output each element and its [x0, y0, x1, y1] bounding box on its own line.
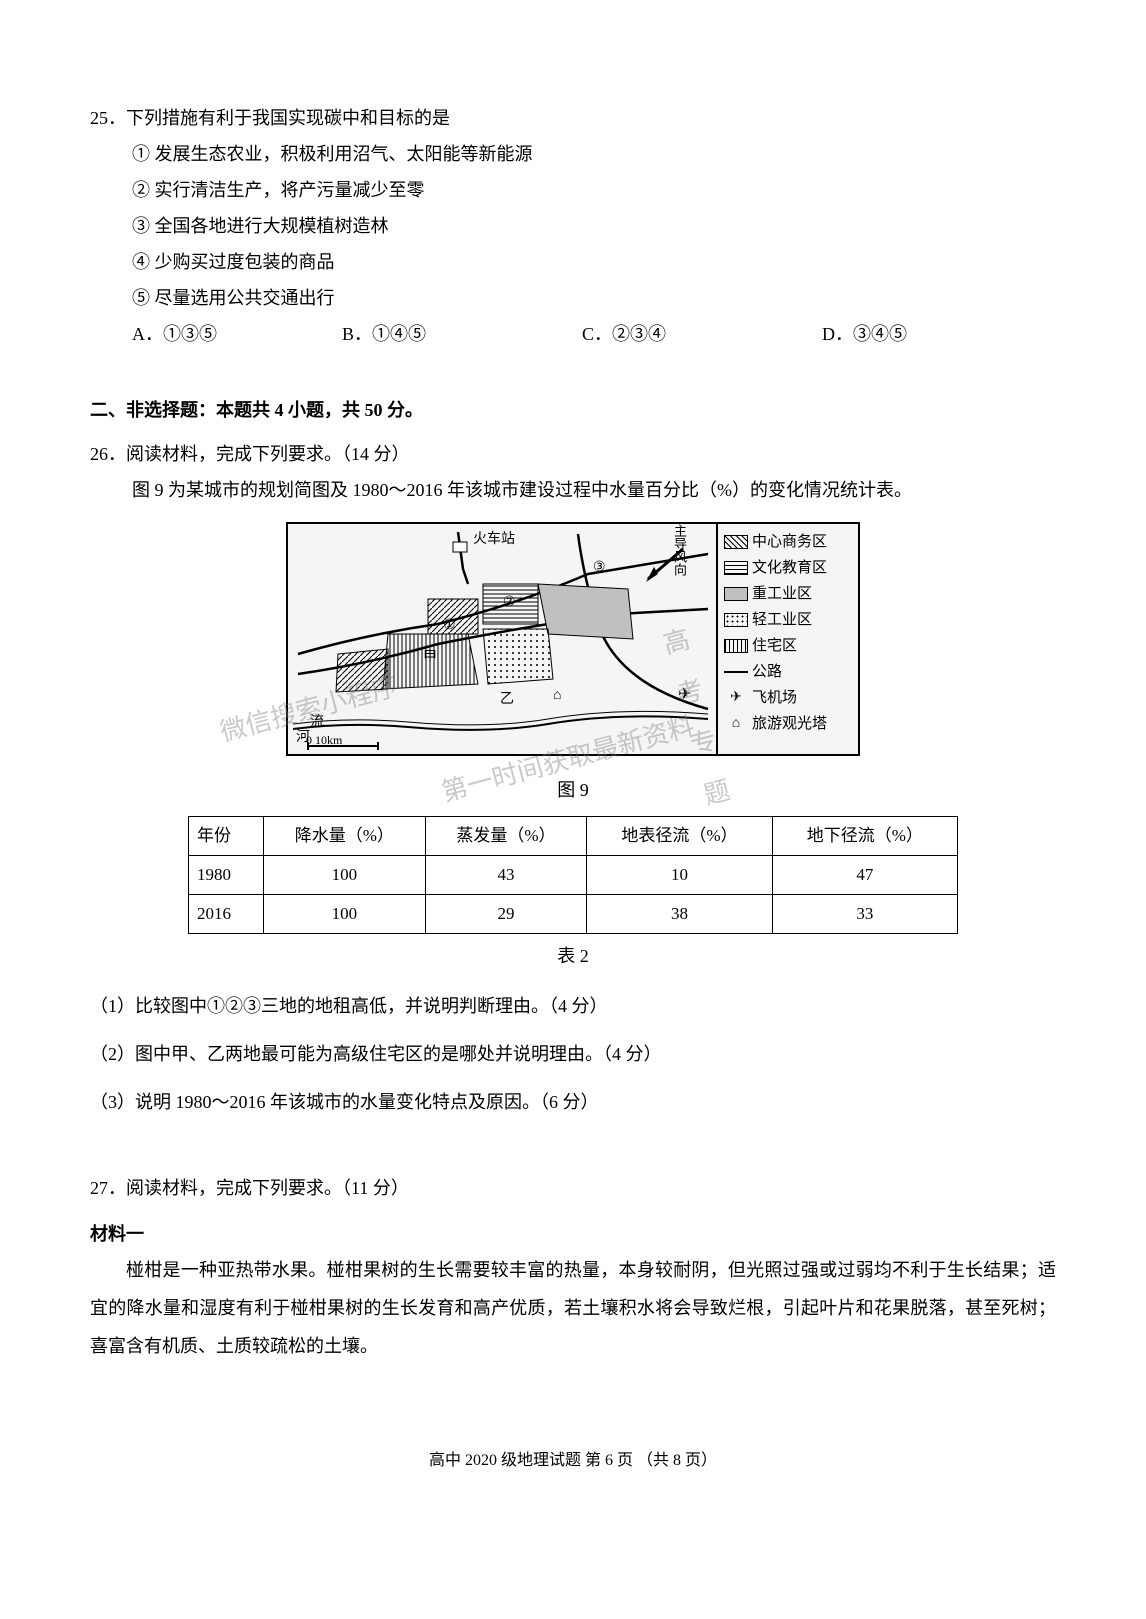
- cell-2016-surface: 38: [587, 895, 772, 934]
- swatch-horiz-icon: [724, 561, 748, 575]
- legend-heavy: 重工业区: [724, 582, 852, 606]
- figure-9-container: ✈ ⌂: [90, 522, 1056, 766]
- question-25: 25．下列措施有利于我国实现碳中和目标的是 ① 发展生态农业，积极利用沼气、太阳…: [90, 100, 1056, 352]
- map-svg: ✈ ⌂: [288, 524, 718, 754]
- q25-option-a: A．①③⑤: [132, 316, 342, 352]
- q27-body: 椪柑是一种亚热带水果。椪柑果树的生长需要较丰富的热量，本身较耐阴，但光照过强或过…: [90, 1252, 1056, 1365]
- swatch-gray-icon: [724, 587, 748, 601]
- map-area: ✈ ⌂: [288, 524, 718, 754]
- q25-item-3: ③ 全国各地进行大规模植树造林: [132, 208, 1056, 244]
- cell-1980-precip: 100: [264, 856, 426, 895]
- q27-stem: 27．阅读材料，完成下列要求。（11 分）: [90, 1170, 1056, 1206]
- q26-sub-2: （2）图中甲、乙两地最可能为高级住宅区的是哪处并说明理由。（4 分）: [90, 1036, 1056, 1072]
- svg-text:⌂: ⌂: [553, 688, 561, 703]
- q27-material-heading: 材料一: [90, 1216, 1056, 1252]
- cell-2016-year: 2016: [189, 895, 264, 934]
- legend-heavy-label: 重工业区: [752, 582, 812, 606]
- section-2-heading: 二、非选择题：本题共 4 小题，共 50 分。: [90, 392, 1056, 428]
- map-label-station: 火车站: [473, 526, 515, 554]
- cell-1980-year: 1980: [189, 856, 264, 895]
- q26-intro-text: 图 9 为某城市的规划简图及 1980～2016 年该城市建设过程中水量百分比（…: [132, 480, 912, 500]
- map-label-num3: ③: [593, 554, 606, 582]
- figure-9-map: ✈ ⌂: [286, 522, 860, 756]
- th-year: 年份: [189, 817, 264, 856]
- q25-item-1: ① 发展生态农业，积极利用沼气、太阳能等新能源: [132, 136, 1056, 172]
- q25-item-5: ⑤ 尽量选用公共交通出行: [132, 280, 1056, 316]
- map-label-scale: 0 10km: [306, 728, 342, 752]
- table-2-label: 表 2: [90, 938, 1056, 974]
- q26-intro: 图 9 为某城市的规划简图及 1980～2016 年该城市建设过程中水量百分比（…: [90, 472, 1056, 508]
- legend-residential: 住宅区: [724, 634, 852, 658]
- legend-airport-label: 飞机场: [752, 686, 797, 710]
- q25-item-2: ② 实行清洁生产，将产污量减少至零: [132, 172, 1056, 208]
- map-label-num2: ②: [503, 589, 516, 617]
- cell-1980-ground: 47: [772, 856, 957, 895]
- table-row: 1980 100 43 10 47: [189, 856, 958, 895]
- legend-tower-label: 旅游观光塔: [752, 712, 827, 736]
- q25-item-4: ④ 少购买过度包装的商品: [132, 244, 1056, 280]
- map-legend: 中心商务区 文化教育区 重工业区 轻工业区 住宅区 公路 ✈飞机场 ⌂旅游观光塔: [718, 524, 858, 754]
- th-precip: 降水量（%）: [264, 817, 426, 856]
- figure-9-label: 图 9: [90, 772, 1056, 808]
- table-row: 2016 100 29 38 33: [189, 895, 958, 934]
- q26-sub-3: （3）说明 1980～2016 年该城市的水量变化特点及原因。（6 分）: [90, 1084, 1056, 1120]
- legend-road-label: 公路: [752, 660, 782, 684]
- legend-culture: 文化教育区: [724, 556, 852, 580]
- th-evap: 蒸发量（%）: [425, 817, 587, 856]
- cell-2016-ground: 33: [772, 895, 957, 934]
- map-label-jia: 甲: [423, 644, 437, 672]
- table-header-row: 年份 降水量（%） 蒸发量（%） 地表径流（%） 地下径流（%）: [189, 817, 958, 856]
- swatch-vlines-icon: [724, 639, 748, 653]
- question-27: 27．阅读材料，完成下列要求。（11 分） 材料一 椪柑是一种亚热带水果。椪柑果…: [90, 1170, 1056, 1365]
- q25-option-b: B．①④⑤: [342, 316, 582, 352]
- q26-stem: 26．阅读材料，完成下列要求。（14 分）: [90, 436, 1056, 472]
- q25-options: A．①③⑤ B．①④⑤ C．②③④ D．③④⑤: [132, 316, 1056, 352]
- legend-light: 轻工业区: [724, 608, 852, 632]
- map-label-num1: ①: [443, 612, 456, 640]
- table-2: 年份 降水量（%） 蒸发量（%） 地表径流（%） 地下径流（%） 1980 10…: [188, 816, 958, 934]
- tower-icon: ⌂: [724, 713, 748, 735]
- legend-culture-label: 文化教育区: [752, 556, 827, 580]
- legend-cbd: 中心商务区: [724, 530, 852, 554]
- legend-road: 公路: [724, 660, 852, 684]
- question-26: 26．阅读材料，完成下列要求。（14 分） 图 9 为某城市的规划简图及 198…: [90, 436, 1056, 1120]
- legend-residential-label: 住宅区: [752, 634, 797, 658]
- cell-1980-evap: 43: [425, 856, 587, 895]
- line-icon: [724, 671, 748, 673]
- legend-airport: ✈飞机场: [724, 686, 852, 710]
- q25-stem: 25．下列措施有利于我国实现碳中和目标的是: [90, 100, 1056, 136]
- page-footer: 高中 2020 级地理试题 第 6 页 （共 8 页）: [90, 1445, 1056, 1477]
- q25-option-d: D．③④⑤: [822, 316, 1022, 352]
- th-ground: 地下径流（%）: [772, 817, 957, 856]
- legend-cbd-label: 中心商务区: [752, 530, 827, 554]
- map-label-yi: 乙: [500, 686, 514, 714]
- swatch-dots-icon: [724, 613, 748, 627]
- map-label-wind: 主导风向: [666, 524, 692, 576]
- cell-2016-evap: 29: [425, 895, 587, 934]
- legend-light-label: 轻工业区: [752, 608, 812, 632]
- q26-sub-1: （1）比较图中①②③三地的地租高低，并说明判断理由。（4 分）: [90, 988, 1056, 1024]
- legend-tower: ⌂旅游观光塔: [724, 712, 852, 736]
- plane-icon: ✈: [724, 687, 748, 709]
- cell-1980-surface: 10: [587, 856, 772, 895]
- cell-2016-precip: 100: [264, 895, 426, 934]
- q25-option-c: C．②③④: [582, 316, 822, 352]
- th-surface: 地表径流（%）: [587, 817, 772, 856]
- swatch-diag-icon: [724, 535, 748, 549]
- svg-text:✈: ✈: [678, 686, 691, 703]
